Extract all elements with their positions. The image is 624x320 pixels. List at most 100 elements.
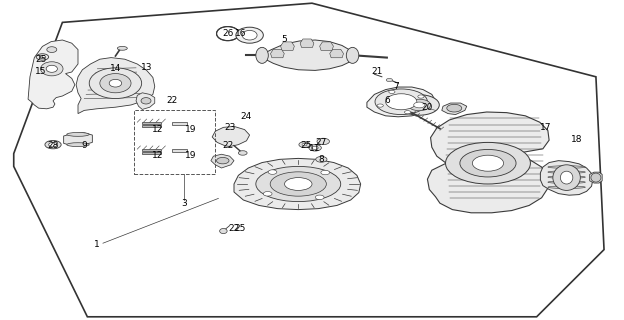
Text: 13: 13 [141,63,152,72]
Polygon shape [271,49,285,58]
Polygon shape [262,40,354,70]
Polygon shape [14,3,604,317]
Ellipse shape [377,104,383,107]
Ellipse shape [89,68,142,99]
Polygon shape [427,112,549,213]
Ellipse shape [242,30,257,40]
Text: 9: 9 [81,141,87,150]
Ellipse shape [299,142,310,148]
Text: 24: 24 [241,112,252,121]
Ellipse shape [316,156,327,162]
Polygon shape [329,49,343,58]
Text: 25: 25 [35,55,46,64]
Text: 19: 19 [185,125,196,134]
Ellipse shape [217,27,239,41]
Ellipse shape [100,74,131,93]
Text: 8: 8 [318,156,324,164]
Polygon shape [28,40,78,109]
Ellipse shape [446,142,530,184]
Ellipse shape [217,157,229,164]
Ellipse shape [460,149,516,177]
Text: 22: 22 [228,224,240,233]
Text: 11: 11 [310,144,321,153]
Text: 19: 19 [185,151,196,160]
Ellipse shape [309,145,321,151]
Ellipse shape [408,99,431,111]
Text: 23: 23 [224,124,235,132]
Ellipse shape [553,165,580,190]
Ellipse shape [41,62,63,76]
Ellipse shape [386,78,392,82]
Text: 5: 5 [281,36,287,44]
Text: 21: 21 [372,68,383,76]
Polygon shape [367,87,436,117]
Bar [134,110,215,174]
Ellipse shape [270,172,326,196]
Polygon shape [142,122,161,124]
Polygon shape [212,126,250,147]
Polygon shape [172,149,187,152]
Text: 16: 16 [235,29,246,38]
Polygon shape [442,103,467,115]
Text: 3: 3 [181,199,187,208]
Polygon shape [172,122,187,125]
Ellipse shape [591,173,601,182]
Text: 20: 20 [422,103,433,112]
Ellipse shape [236,27,263,43]
Ellipse shape [36,54,49,60]
Text: 26: 26 [222,29,233,38]
Polygon shape [540,161,593,195]
Ellipse shape [220,228,227,234]
Polygon shape [142,125,161,127]
Polygon shape [211,154,234,168]
Ellipse shape [256,47,268,63]
Ellipse shape [418,95,424,98]
Text: 18: 18 [572,135,583,144]
Polygon shape [136,93,155,109]
Ellipse shape [285,178,312,190]
Ellipse shape [548,181,585,183]
Ellipse shape [67,132,89,136]
Ellipse shape [375,89,427,115]
Text: 7: 7 [393,82,399,91]
Text: 28: 28 [47,141,59,150]
Ellipse shape [548,166,585,168]
Ellipse shape [49,142,57,147]
Ellipse shape [263,192,272,196]
Ellipse shape [117,46,127,50]
Polygon shape [142,152,161,154]
Text: 22: 22 [166,96,177,105]
Ellipse shape [312,146,318,149]
Text: 25: 25 [300,141,311,150]
Ellipse shape [548,186,585,188]
Ellipse shape [67,143,89,147]
Ellipse shape [256,166,341,202]
Ellipse shape [47,47,57,52]
Ellipse shape [447,104,462,112]
Ellipse shape [315,195,324,200]
Text: 15: 15 [35,68,46,76]
Ellipse shape [548,176,585,179]
Ellipse shape [109,79,122,87]
Polygon shape [590,172,602,183]
Ellipse shape [404,111,411,114]
Ellipse shape [45,140,61,149]
Polygon shape [64,133,92,146]
Text: 12: 12 [152,151,163,160]
Ellipse shape [302,143,307,146]
Text: 25: 25 [235,224,246,233]
Ellipse shape [346,47,359,63]
Ellipse shape [414,102,425,108]
Ellipse shape [389,90,395,93]
Polygon shape [319,42,333,50]
Ellipse shape [321,170,329,175]
Text: 1: 1 [94,240,100,249]
Ellipse shape [472,155,504,171]
Text: 14: 14 [110,64,121,73]
Ellipse shape [141,98,151,104]
Ellipse shape [399,95,439,115]
Polygon shape [142,149,161,151]
Ellipse shape [317,138,329,145]
Ellipse shape [238,151,247,155]
Polygon shape [300,39,314,47]
